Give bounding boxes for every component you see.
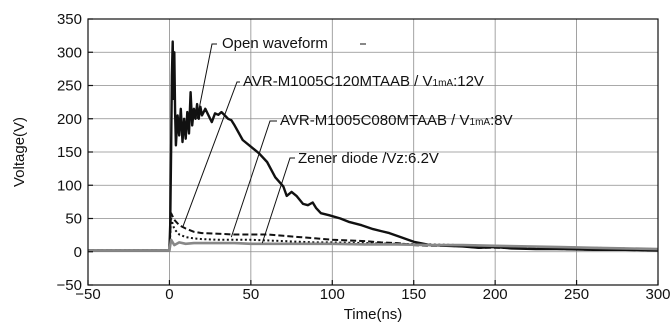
x-tick-label: 50 xyxy=(243,286,260,303)
leader-open-waveform xyxy=(196,43,366,119)
annotation-avr-8v: AVR-M1005C080MTAAB / V1mA:8V xyxy=(280,112,513,129)
y-tick-label: 150 xyxy=(57,144,82,161)
annotation-avr-12v: AVR-M1005C120MTAAB / V1mA:12V xyxy=(243,73,484,90)
y-tick-label: 250 xyxy=(57,78,82,95)
y-tick-label: 200 xyxy=(57,111,82,128)
y-tick-label: 300 xyxy=(57,44,82,61)
leader-zener xyxy=(261,157,295,244)
leader-avr-8v xyxy=(230,120,277,238)
x-tick-label: 150 xyxy=(401,286,426,303)
y-tick-label: 0 xyxy=(74,244,82,261)
series-lines xyxy=(88,40,659,252)
y-tick-label: 350 xyxy=(57,11,82,28)
y-tick-label: 50 xyxy=(65,211,82,228)
x-tick-label: 250 xyxy=(564,286,589,303)
x-tick-label: −50 xyxy=(75,286,100,303)
series-line-3 xyxy=(88,217,659,252)
series-line-1 xyxy=(88,40,659,252)
y-tick-label: 100 xyxy=(57,177,82,194)
x-tick-label: 200 xyxy=(483,286,508,303)
x-tick-label: 100 xyxy=(320,286,345,303)
annotation-zener: Zener diode /Vz:6.2V xyxy=(298,150,439,167)
leader-avr-12v xyxy=(181,81,240,228)
x-tick-label: 300 xyxy=(645,286,670,303)
series-line-2 xyxy=(88,212,659,252)
y-axis-label: Voltage(V) xyxy=(11,117,28,187)
x-axis-label: Time(ns) xyxy=(344,306,403,322)
y-tick-label: −50 xyxy=(57,277,82,294)
axis-ticks: −50 0 50 100 150 200 250 300 −50 0 50 100 150 200 250 3… xyxy=(57,11,671,303)
annotation-open-waveform: Open waveform xyxy=(222,35,328,52)
x-tick-label: 0 xyxy=(165,286,173,303)
annotations: Open waveform AVR-M1005C120MTAAB / V1mA:1… xyxy=(181,35,513,244)
series-line-4 xyxy=(88,238,659,252)
